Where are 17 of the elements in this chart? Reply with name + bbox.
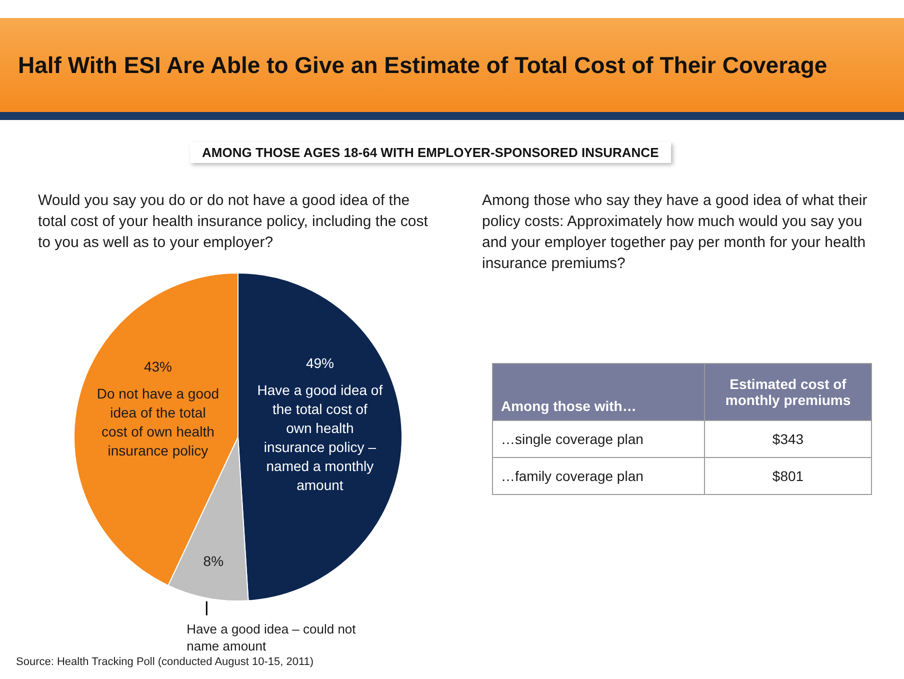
category-label: …family coverage plan	[492, 458, 704, 494]
text: Estimated cost of monthly premiums	[704, 364, 872, 420]
text: $801	[772, 468, 804, 484]
text: $343	[772, 431, 804, 447]
data-label: 8%	[203, 552, 224, 569]
data-label: 43%	[144, 358, 172, 375]
slice-label: Have a good idea – could not name amount	[186, 621, 356, 654]
text: Among those with…	[492, 364, 704, 420]
slice-label: Do not have a good idea of the total cost of own health insurance policy	[96, 386, 220, 459]
category-label: …single coverage plan	[492, 420, 704, 458]
data-label: 49%	[306, 354, 334, 371]
text: Would you say you do or do not have a good idea of the total cost of your health insurance policy, including the cost to you as well as to your employer?	[38, 191, 429, 253]
text: Among those who say they have a good idea of what their policy costs: Approximately how much would you say you and your employer together pay per month for your health insurance premiums?	[482, 191, 868, 274]
text: AMONG THOSE AGES 18-64 WITH EMPLOYER-SPONSORED INSURANCE	[190, 142, 671, 163]
chart-title: Half With ESI Are Able to Give an Estimate of Total Cost of Their Coverage	[18, 52, 828, 79]
slice-label: Have a good idea of the total cost of own health insurance policy – named a monthly amount	[257, 382, 383, 493]
source-note: Source: Health Tracking Poll (conducted August 10-15, 2011)	[16, 656, 314, 668]
